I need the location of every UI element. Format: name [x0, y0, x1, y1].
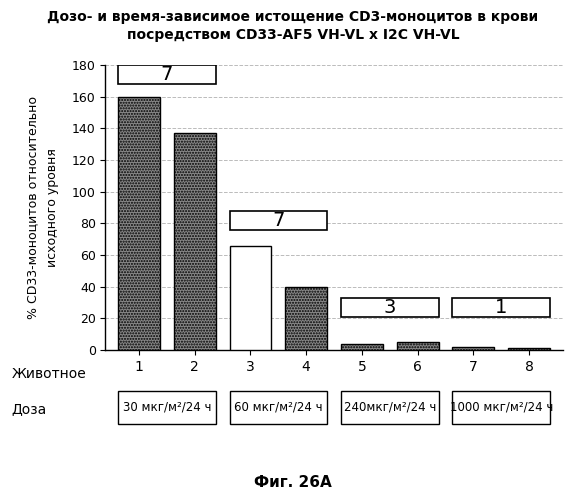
Text: 1000 мкг/м²/24 ч: 1000 мкг/м²/24 ч: [449, 401, 553, 414]
Text: 60 мкг/м²/24 ч: 60 мкг/м²/24 ч: [234, 401, 322, 414]
Text: 240мкг/м²/24 ч: 240мкг/м²/24 ч: [343, 401, 436, 414]
Text: исходного уровня: исходного уровня: [46, 148, 59, 267]
Bar: [452, 298, 550, 317]
Text: Доза: Доза: [12, 402, 47, 416]
Text: посредством CD33-AF5 VH-VL x I2C VH-VL: посредством CD33-AF5 VH-VL x I2C VH-VL: [127, 28, 459, 42]
Bar: [397, 342, 438, 350]
Text: Дозо- и время-зависимое истощение CD3-моноцитов в крови: Дозо- и время-зависимое истощение CD3-мо…: [47, 10, 539, 24]
Text: 7: 7: [272, 210, 284, 230]
Bar: [341, 344, 383, 350]
Text: Фиг. 26А: Фиг. 26А: [254, 475, 332, 490]
Text: 30 мкг/м²/24 ч: 30 мкг/м²/24 ч: [122, 401, 211, 414]
Bar: [118, 65, 216, 84]
Text: 3: 3: [384, 298, 396, 317]
Bar: [230, 246, 271, 350]
Bar: [174, 133, 216, 350]
Text: 7: 7: [161, 65, 173, 84]
Bar: [285, 286, 327, 350]
Text: 1: 1: [495, 298, 507, 317]
Bar: [341, 298, 438, 317]
Bar: [452, 347, 494, 350]
Text: % CD33-моноцитов относительно: % CD33-моноцитов относительно: [26, 96, 39, 319]
Bar: [508, 348, 550, 350]
Bar: [230, 210, 327, 230]
Bar: [118, 96, 160, 350]
Text: Животное: Животное: [12, 368, 87, 382]
